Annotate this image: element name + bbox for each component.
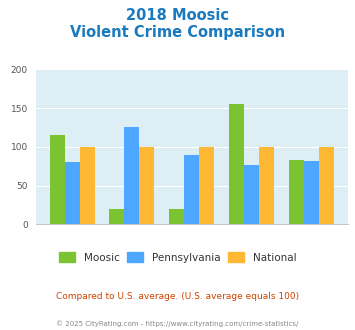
Bar [289,160,304,224]
Bar [169,209,184,224]
Bar [80,147,94,224]
Bar [244,165,259,224]
Text: 2018 Moosic: 2018 Moosic [126,8,229,23]
Bar [109,209,125,224]
Bar [184,154,199,224]
Bar [319,147,334,224]
Bar [304,161,319,224]
Bar [140,147,154,224]
Text: Violent Crime Comparison: Violent Crime Comparison [70,25,285,40]
Bar [65,162,80,224]
Text: Compared to U.S. average. (U.S. average equals 100): Compared to U.S. average. (U.S. average … [56,292,299,301]
Legend: Moosic, Pennsylvania, National: Moosic, Pennsylvania, National [54,248,301,267]
Bar [125,127,140,224]
Bar [199,147,214,224]
Text: © 2025 CityRating.com - https://www.cityrating.com/crime-statistics/: © 2025 CityRating.com - https://www.city… [56,320,299,327]
Bar [50,135,65,224]
Bar [259,147,274,224]
Bar [229,104,244,224]
